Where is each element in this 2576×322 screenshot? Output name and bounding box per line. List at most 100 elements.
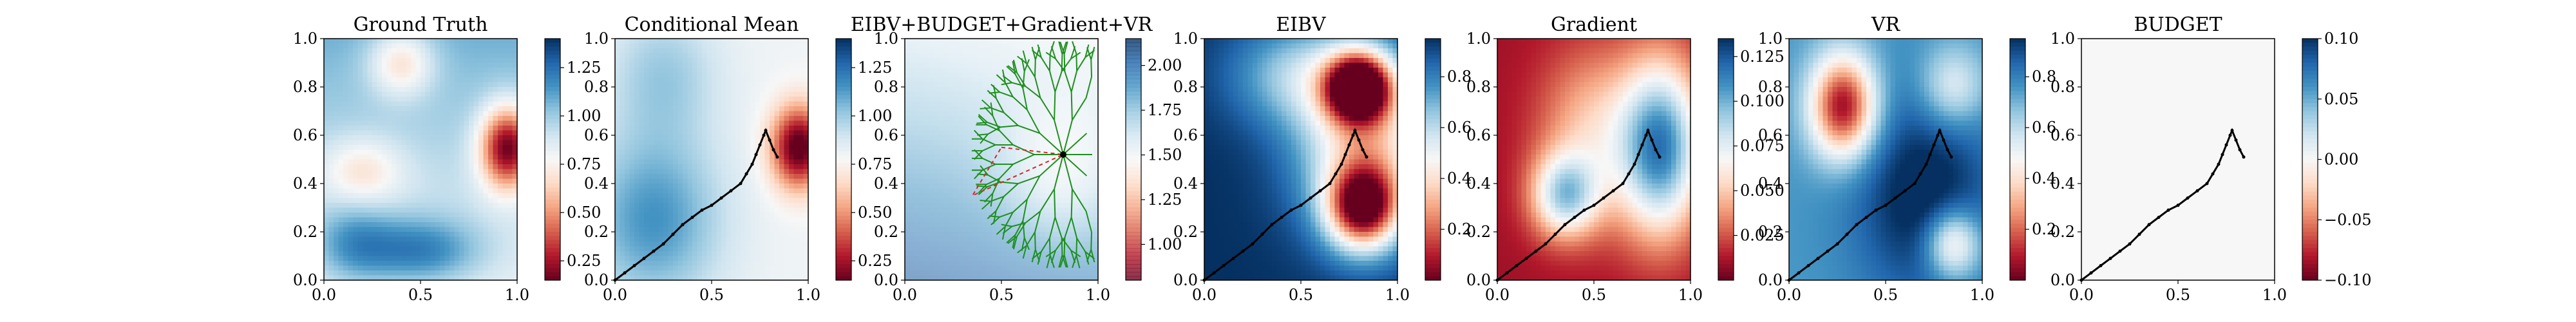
heatmap-cell: [348, 39, 354, 44]
heatmap-cell: [649, 256, 654, 261]
heatmap-cell: [649, 227, 654, 232]
heatmap-cell: [909, 275, 915, 281]
heatmap-cell: [367, 120, 373, 126]
heatmap-cell: [629, 116, 635, 122]
heatmap-cell: [967, 265, 973, 271]
heatmap-cell: [348, 120, 354, 126]
heatmap-cell: [430, 101, 436, 107]
heatmap-cell: [353, 87, 359, 93]
heatmap-cell: [972, 270, 978, 276]
heatmap-cell: [430, 203, 436, 209]
heatmap-cell: [977, 101, 983, 107]
heatmap-cell: [634, 48, 640, 54]
heatmap-cell: [770, 217, 775, 223]
colorbar-segment: [836, 95, 851, 100]
heatmap-cell: [459, 97, 465, 102]
heatmap-cell: [755, 159, 761, 165]
heatmap-cell: [716, 251, 722, 257]
heatmap-cell: [382, 82, 388, 88]
heatmap-cell: [386, 77, 392, 83]
heatmap-cell: [353, 62, 359, 68]
colorbar-segment: [545, 55, 560, 59]
heatmap-cell: [764, 207, 770, 213]
heatmap-cell: [382, 217, 388, 223]
heatmap-cell: [620, 164, 625, 170]
heatmap-cell: [507, 217, 513, 223]
heatmap-cell: [430, 116, 436, 122]
heatmap-cell: [363, 120, 368, 126]
heatmap-cell: [328, 184, 334, 189]
heatmap-cell: [938, 198, 944, 204]
heatmap-cell: [789, 169, 795, 175]
heatmap-cell: [386, 101, 392, 107]
heatmap-cell: [963, 91, 969, 97]
heatmap-cell: [977, 140, 983, 146]
heatmap-cell: [948, 48, 954, 54]
heatmap-cell: [764, 97, 770, 102]
heatmap-cell: [977, 53, 983, 59]
heatmap-cell: [386, 91, 392, 97]
heatmap-cell: [706, 111, 712, 117]
heatmap-cell: [726, 198, 732, 204]
heatmap-cell: [663, 164, 669, 170]
heatmap-cell: [450, 155, 455, 160]
heatmap-cell: [483, 72, 489, 78]
heatmap-cell: [683, 140, 688, 146]
heatmap-cell: [938, 39, 944, 44]
heatmap-cell: [386, 198, 392, 204]
heatmap-cell: [464, 97, 469, 102]
colorbar-segment: [545, 256, 560, 261]
heatmap-cell: [774, 184, 780, 189]
heatmap-cell: [706, 213, 712, 218]
heatmap-cell: [779, 164, 785, 170]
heatmap-cell: [406, 126, 412, 131]
heatmap-cell: [444, 62, 450, 68]
heatmap-cell: [770, 58, 775, 64]
heatmap-cell: [406, 91, 412, 97]
heatmap-cell: [929, 120, 934, 126]
heatmap-cell: [905, 87, 911, 93]
heatmap-cell: [692, 126, 698, 131]
heatmap-cell: [338, 48, 344, 54]
heatmap-cell: [454, 242, 460, 247]
heatmap-cell: [654, 193, 659, 199]
colorbar-segment: [545, 62, 560, 68]
heatmap-cell: [721, 251, 727, 257]
heatmap-cell: [687, 53, 693, 59]
heatmap-cell: [473, 261, 479, 267]
heatmap-cell: [401, 62, 407, 68]
heatmap-cell: [406, 111, 412, 117]
heatmap-cell: [760, 149, 766, 155]
heatmap-cell: [770, 270, 775, 276]
heatmap-cell: [649, 87, 654, 93]
heatmap-cell: [334, 140, 339, 146]
heatmap-cell: [726, 256, 732, 261]
heatmap-cell: [348, 242, 354, 247]
heatmap-cell: [435, 97, 440, 102]
heatmap-cell: [919, 265, 925, 271]
heatmap-cell: [367, 265, 373, 271]
heatmap-cell: [502, 97, 508, 102]
heatmap-cell: [735, 251, 741, 257]
heatmap-cell: [741, 145, 746, 151]
heatmap-cell: [507, 43, 513, 49]
heatmap-cell: [392, 270, 397, 276]
heatmap-cell: [377, 251, 383, 257]
heatmap-cell: [473, 232, 479, 238]
heatmap-cell: [502, 178, 508, 184]
heatmap-cell: [774, 246, 780, 252]
heatmap-cell: [687, 97, 693, 102]
heatmap-cell: [658, 82, 664, 88]
heatmap-cell: [421, 232, 426, 238]
heatmap-cell: [799, 242, 804, 247]
heatmap-cell: [478, 174, 484, 180]
heatmap-cell: [478, 140, 484, 146]
heatmap-cell: [692, 178, 698, 184]
heatmap-cell: [324, 275, 330, 281]
heatmap-cell: [334, 87, 339, 93]
heatmap-cell: [382, 48, 388, 54]
heatmap-cell: [919, 242, 925, 247]
heatmap-cell: [750, 265, 756, 271]
heatmap-cell: [760, 72, 766, 78]
heatmap-cell: [953, 261, 959, 267]
